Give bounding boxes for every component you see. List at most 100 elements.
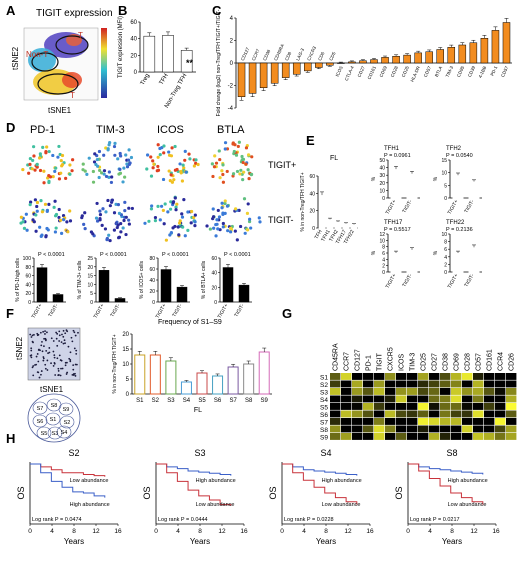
tsne-dot [119, 154, 123, 158]
tsne-dot [193, 224, 197, 228]
bar [98, 270, 110, 303]
tsne-dot [54, 212, 59, 217]
heatmap-cell [341, 380, 352, 388]
tsne-dot [235, 169, 240, 174]
heatmap-cell [451, 425, 462, 433]
category-label: CXCR3 [306, 45, 317, 61]
treg-outline [55, 35, 89, 55]
heatmap-cell [440, 410, 451, 418]
bar [337, 62, 345, 64]
tsne-dot [188, 157, 192, 161]
y-tick-label: 0 [152, 300, 155, 306]
tsne-dot [70, 336, 73, 339]
heatmap-cell [451, 395, 462, 403]
tsne-dot [50, 362, 52, 365]
heatmap-cell [341, 410, 352, 418]
p-value: P = 0.5517 [384, 227, 411, 233]
heatmap-cell [363, 433, 374, 440]
p-value: P = 0.2136 [446, 227, 473, 233]
tsne-dot [116, 157, 120, 161]
bar [315, 62, 323, 68]
bar [350, 224, 358, 229]
tsne-dot [40, 344, 43, 347]
row-tigit-pos: TIGIT+ [268, 160, 296, 170]
significance: ** [186, 58, 194, 68]
tsne-dot [64, 342, 66, 345]
tsne-dot [119, 221, 123, 226]
heatmap-cell [495, 403, 506, 410]
panel-a-xlabel: tSNE1 [48, 106, 72, 115]
heatmap-cell [330, 380, 341, 388]
tsne-dot [169, 200, 173, 204]
row-tigit-neg: TIGIT- [268, 215, 294, 225]
tsne-dot [33, 333, 35, 336]
tsne-dot [179, 171, 183, 175]
bar [414, 52, 422, 64]
tsne-dot [41, 341, 43, 343]
y-tick-label: 20 [149, 289, 155, 295]
tsne-dot [48, 351, 51, 354]
tsne-dot [56, 344, 59, 347]
tsne-dot [117, 211, 122, 216]
heatmap-cell [407, 425, 418, 433]
y-tick-label: 40 [379, 166, 385, 172]
km-xlabel: Years [64, 537, 84, 546]
tsne-dot [30, 349, 33, 352]
tsne-dot [250, 155, 254, 159]
y-tick-label: 15 [441, 158, 447, 164]
f-ylabel: tSNE2 [15, 336, 24, 360]
tsne-dot [241, 157, 246, 161]
tsne-dot [29, 333, 32, 336]
tsne-dot [54, 166, 58, 170]
y-tick-label: 0 [444, 270, 447, 276]
logrank-p: Log rank P = 0.0474 [32, 517, 82, 523]
tsne-dot [107, 175, 111, 179]
bar [403, 54, 411, 64]
bar [370, 59, 378, 64]
label-non-treg: Non-T [26, 50, 48, 59]
category-label: TFH [159, 73, 170, 86]
heatmap-row-label: S2 [320, 382, 328, 389]
bar [259, 62, 268, 88]
label-treg: T [78, 31, 83, 40]
heatmap-cell [484, 373, 495, 380]
tsne-dot [156, 155, 160, 159]
y-tick-label: 5 [444, 183, 447, 189]
heatmap-cell [473, 433, 484, 440]
tsne-dot [44, 363, 47, 366]
heatmap-cell [451, 380, 462, 388]
heatmap-cell [407, 433, 418, 440]
km-title: S8 [446, 448, 457, 458]
tsne-dot [249, 173, 253, 177]
bar [452, 252, 464, 273]
p-value: P < 0.0001 [162, 252, 189, 258]
tsne-dot [72, 373, 75, 375]
heatmap-column-label: ICOS [399, 354, 406, 371]
tsne-dot [161, 208, 165, 213]
tsne-dot [56, 155, 60, 159]
heatmap-cell [429, 425, 440, 433]
tsne-dot [190, 209, 194, 214]
tsne-dot [162, 144, 166, 148]
bar [270, 62, 279, 84]
tsne-dot [68, 357, 71, 360]
tsne-dot [114, 202, 118, 206]
heatmap-cell [396, 410, 407, 418]
tsne-dot [182, 166, 186, 170]
tsne-dot [65, 361, 68, 364]
tsne-dot [58, 340, 61, 342]
tsne-dot [46, 359, 49, 362]
tsne-dot [233, 229, 237, 233]
heatmap-cell [330, 373, 341, 380]
cluster-cell [47, 426, 63, 440]
cluster-cell [56, 425, 72, 439]
y-tick-label: 15 [87, 274, 93, 280]
y-tick-label: -4 [228, 106, 234, 112]
tsne-dot [73, 347, 76, 350]
heatmap-cell [374, 425, 385, 433]
y-tick-label: 0 [28, 300, 31, 306]
y-axis-label: Fold change (log2) non-Treg/TFH TIGIT+/T… [216, 9, 222, 116]
heatmap-column-label: CXCR5 [388, 347, 395, 371]
heatmap-cell [473, 425, 484, 433]
